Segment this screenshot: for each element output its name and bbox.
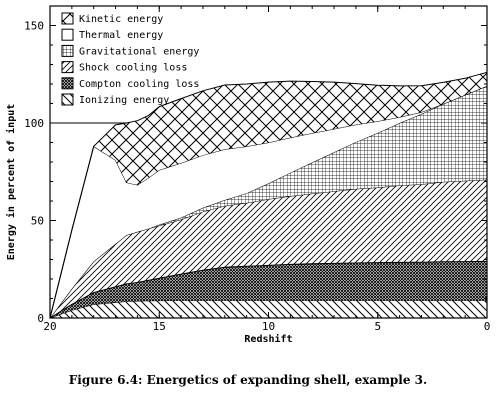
y-tick-label: 150 <box>24 20 44 33</box>
legend-swatch-kinetic-energy <box>61 12 74 25</box>
legend-swatch-shock-cooling-loss <box>61 61 74 74</box>
area-thermal-energy <box>50 85 487 319</box>
legend-swatch-thermal-energy <box>61 28 74 41</box>
legend-label-kinetic-energy: Kinetic energy <box>79 14 163 25</box>
figure-caption: Figure 6.4: Energetics of expanding shel… <box>68 373 428 387</box>
legend-label-thermal-energy: Thermal energy <box>79 30 163 41</box>
legend-label-shock-cooling-loss: Shock cooling loss <box>79 63 187 74</box>
x-tick-label: 5 <box>374 320 381 333</box>
legend-label-compton-cooling-loss: Compton cooling loss <box>79 79 199 90</box>
legend-label-gravitational-energy: Gravitational energy <box>79 46 199 57</box>
x-tick-label: 0 <box>484 320 491 333</box>
x-axis-title: Redshift <box>244 333 292 345</box>
y-tick-label: 50 <box>31 215 44 228</box>
y-tick-label: 0 <box>37 312 44 325</box>
area-kinetic-energy <box>50 72 487 318</box>
area-gravitational-energy <box>50 85 487 319</box>
legend-swatch-ionizing-energy <box>61 93 74 106</box>
legend: Kinetic energy Thermal energy Gravitationa… <box>61 12 199 106</box>
x-tick-label: 10 <box>262 320 275 333</box>
legend-swatch-compton-cooling-loss <box>61 77 74 90</box>
legend-swatch-gravitational-energy <box>61 44 74 57</box>
x-tick-label: 20 <box>43 320 56 333</box>
y-axis-title: Energy in percent of input <box>5 104 17 261</box>
area-compton-cooling-loss <box>50 261 487 318</box>
legend-label-ionizing-energy: Ionizing energy <box>79 95 169 106</box>
boundary-kinetic-energy <box>49 71 488 319</box>
y-tick-label: 100 <box>24 117 44 130</box>
stacked-areas <box>49 71 488 319</box>
x-tick-label: 15 <box>153 320 166 333</box>
area-shock-cooling-loss <box>50 179 487 318</box>
